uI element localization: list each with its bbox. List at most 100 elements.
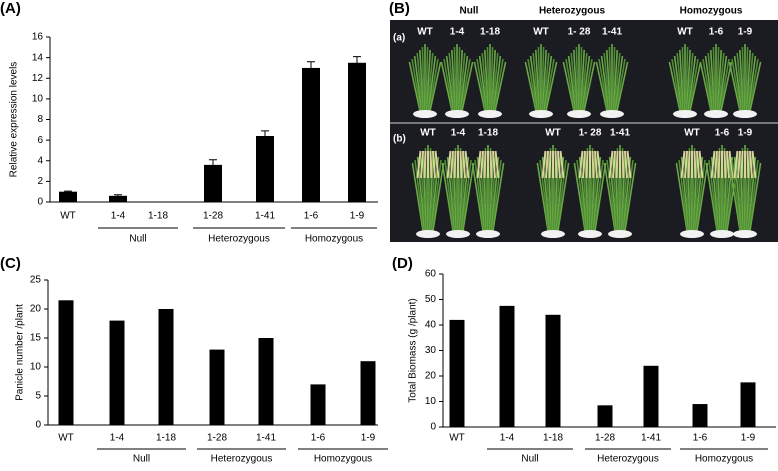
y-tick-label: 10 bbox=[32, 94, 44, 105]
plant-leaf bbox=[541, 49, 547, 113]
plant-label: 1-6 bbox=[715, 128, 730, 139]
y-tick-label: 10 bbox=[425, 396, 437, 407]
plant-leaf bbox=[536, 162, 549, 233]
plant-leaf bbox=[484, 49, 490, 113]
plant-panicle bbox=[464, 150, 470, 179]
plant-panicle bbox=[698, 150, 704, 179]
plant-leaf bbox=[535, 49, 541, 113]
y-axis-label: Panicle number /plant bbox=[15, 304, 26, 401]
plant-panicle bbox=[541, 150, 547, 179]
plant-label: 1- 28 bbox=[579, 128, 602, 139]
plant-leaf bbox=[567, 55, 577, 113]
plant-leaf bbox=[673, 55, 683, 113]
x-tick-label: 1-41 bbox=[256, 433, 276, 444]
group-label: Homozygous bbox=[695, 454, 753, 465]
x-tick-label: 1-18 bbox=[148, 211, 168, 222]
plant-leaf bbox=[573, 49, 579, 113]
plant-leaf bbox=[704, 55, 714, 113]
bar bbox=[692, 404, 708, 427]
plant-leaf bbox=[590, 150, 596, 233]
plant-panicle bbox=[585, 150, 589, 179]
plant-panicle bbox=[621, 150, 625, 179]
plant-leaf bbox=[482, 150, 488, 233]
x-tick-label: 1-28 bbox=[207, 433, 227, 444]
plant-leaf bbox=[603, 162, 616, 233]
x-tick-label: 1-4 bbox=[500, 433, 515, 444]
bar bbox=[499, 305, 515, 427]
plant-leaf bbox=[414, 159, 425, 233]
plant-leaf bbox=[745, 150, 751, 233]
plant-label: 1-6 bbox=[709, 27, 724, 38]
plant-leaf bbox=[746, 52, 754, 113]
error-bar bbox=[261, 130, 269, 142]
plant-leaf bbox=[553, 150, 559, 233]
plant-leaf bbox=[444, 159, 455, 233]
plant-leaf bbox=[452, 150, 458, 233]
plant-leaf bbox=[440, 61, 453, 113]
plant-leaf bbox=[716, 49, 722, 113]
plant-panicle bbox=[740, 150, 744, 179]
plant-leaf bbox=[749, 61, 762, 113]
plant-leaf bbox=[537, 46, 541, 113]
plant-pot bbox=[478, 110, 502, 118]
plant-leaf bbox=[679, 49, 685, 113]
bar bbox=[740, 382, 756, 427]
plant-label: 1-18 bbox=[478, 128, 498, 139]
plant-leaf bbox=[595, 61, 608, 113]
plant-leaf bbox=[671, 58, 682, 113]
plant-label: 1-4 bbox=[451, 128, 466, 139]
plant-label: WT bbox=[684, 128, 700, 139]
plant-pot bbox=[413, 110, 437, 118]
plant-leaf bbox=[411, 162, 424, 233]
y-tick-label: 0 bbox=[35, 420, 41, 431]
plant-leaf bbox=[686, 150, 692, 233]
plant-leaf bbox=[710, 49, 716, 113]
group-label: Null bbox=[521, 454, 538, 465]
plant-leaf bbox=[741, 46, 745, 113]
plant-panicle bbox=[626, 150, 632, 179]
bar bbox=[209, 349, 225, 425]
plant-panicle bbox=[728, 150, 734, 179]
plant-panicle bbox=[596, 150, 602, 179]
plant-leaf bbox=[532, 52, 540, 113]
x-tick-label: 1-28 bbox=[203, 211, 223, 222]
plant-leaf bbox=[686, 52, 694, 113]
plant-leaf bbox=[527, 58, 538, 113]
plant-leaf bbox=[451, 49, 457, 113]
plant-leaf bbox=[717, 52, 725, 113]
plant-panicle bbox=[554, 150, 558, 179]
y-tick-label: 10 bbox=[30, 362, 42, 373]
plant-leaf bbox=[716, 46, 720, 113]
plant-panicle bbox=[559, 150, 565, 179]
plant-leaf bbox=[457, 49, 463, 113]
x-tick-label: 1-41 bbox=[255, 211, 275, 222]
x-tick-label: WT bbox=[449, 433, 465, 444]
plant-leaf bbox=[699, 61, 712, 113]
plant-leaf bbox=[720, 61, 733, 113]
x-tick-label: 1-9 bbox=[741, 433, 756, 444]
plant-leaf bbox=[733, 55, 743, 113]
plant-leaf bbox=[542, 52, 550, 113]
error-bar bbox=[353, 56, 361, 69]
y-tick-label: 12 bbox=[32, 73, 44, 84]
plant-leaf bbox=[748, 159, 759, 233]
plant-leaf bbox=[461, 61, 474, 113]
plant-panicle bbox=[733, 150, 739, 179]
plant-leaf bbox=[427, 55, 437, 113]
plant-label: WT bbox=[417, 27, 433, 38]
plant-leaf bbox=[614, 55, 624, 113]
bar bbox=[258, 338, 274, 425]
y-tick-label: 14 bbox=[32, 52, 44, 63]
plant-leaf bbox=[681, 46, 685, 113]
error-bar bbox=[64, 190, 72, 193]
plant-leaf bbox=[620, 150, 626, 233]
plant-panicle bbox=[624, 150, 628, 179]
plant-leaf bbox=[579, 46, 583, 113]
panel-label: (D) bbox=[392, 255, 413, 272]
group-label: Homozygous bbox=[314, 454, 372, 465]
bar bbox=[449, 319, 465, 427]
plant-label: WT bbox=[545, 128, 561, 139]
plant-label: WT bbox=[420, 128, 436, 139]
plant-panicle bbox=[726, 150, 730, 179]
plant-leaf bbox=[623, 159, 634, 233]
